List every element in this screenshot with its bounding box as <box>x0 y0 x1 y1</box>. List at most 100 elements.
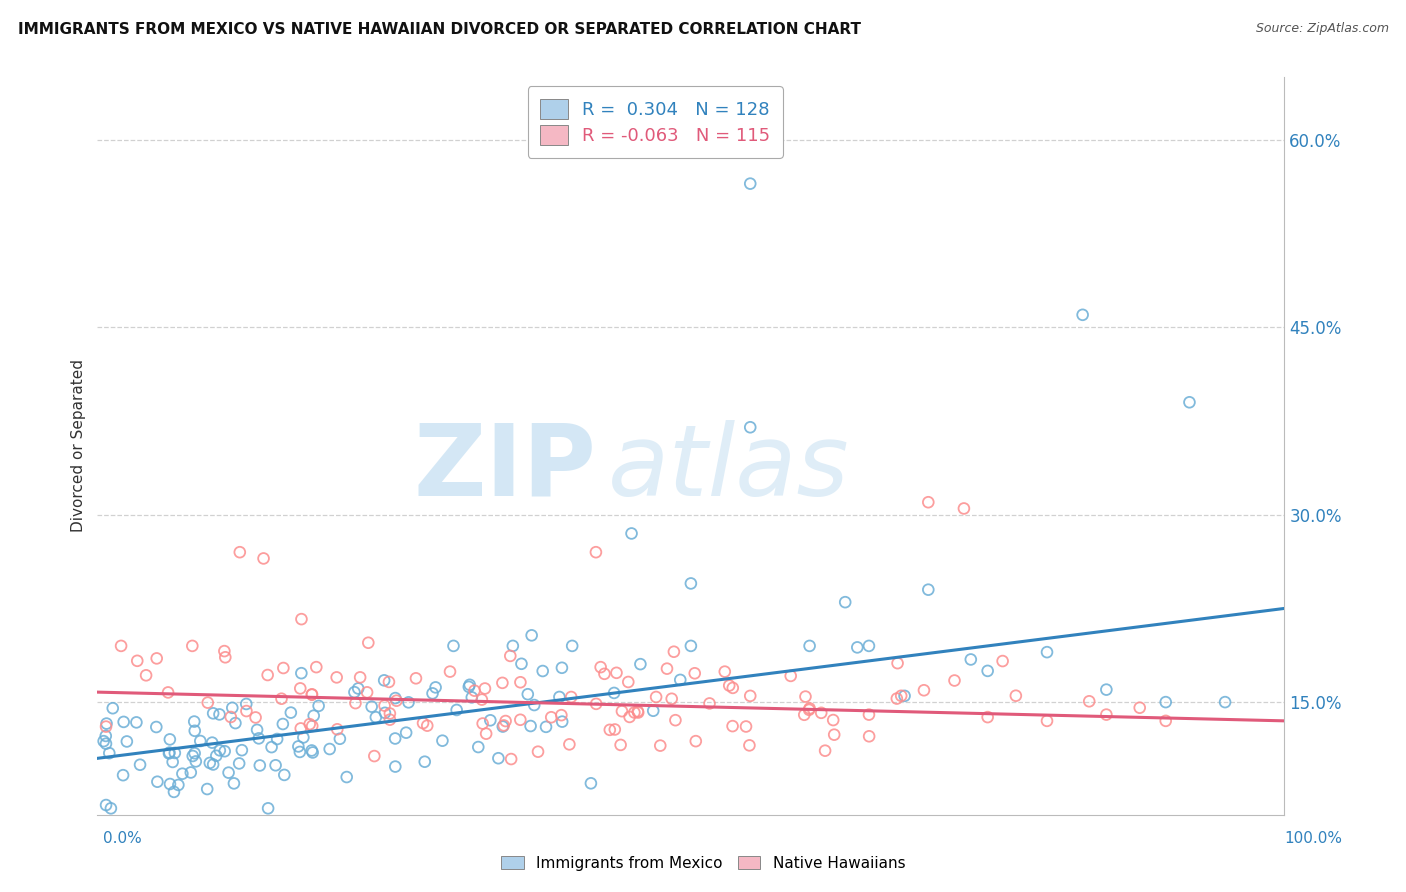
Point <box>628 657 651 672</box>
Point <box>893 689 915 703</box>
Point <box>159 746 181 760</box>
Point <box>735 719 758 733</box>
Point <box>486 751 509 765</box>
Point <box>129 757 152 772</box>
Point <box>446 703 468 717</box>
Point <box>302 708 325 723</box>
Point <box>858 729 880 743</box>
Point <box>405 671 427 685</box>
Point <box>94 737 117 751</box>
Point <box>779 669 801 683</box>
Point <box>1178 395 1201 409</box>
Point <box>683 666 706 681</box>
Point <box>620 526 643 541</box>
Point <box>356 685 378 699</box>
Point <box>260 740 283 755</box>
Point <box>256 668 278 682</box>
Point <box>519 719 541 733</box>
Point <box>551 661 574 675</box>
Point <box>457 680 479 694</box>
Point <box>679 576 702 591</box>
Point <box>550 708 572 723</box>
Point <box>247 731 270 746</box>
Point <box>585 697 607 711</box>
Point <box>290 666 312 681</box>
Point <box>603 686 626 700</box>
Point <box>534 720 557 734</box>
Point <box>208 707 231 722</box>
Point <box>98 746 121 760</box>
Point <box>183 714 205 729</box>
Point <box>609 738 631 752</box>
Point <box>953 501 976 516</box>
Point <box>605 665 627 680</box>
Point <box>145 720 167 734</box>
Point <box>94 798 117 813</box>
Point <box>245 710 267 724</box>
Point <box>167 778 190 792</box>
Point <box>1095 707 1118 722</box>
Point <box>301 719 323 733</box>
Point <box>374 706 396 720</box>
Point <box>214 644 236 658</box>
Point <box>94 729 117 743</box>
Point <box>501 752 523 766</box>
Point <box>112 714 135 729</box>
Point <box>623 706 645 720</box>
Point <box>509 713 531 727</box>
Point <box>834 595 856 609</box>
Point <box>721 719 744 733</box>
Text: ZIP: ZIP <box>413 419 596 516</box>
Point <box>610 704 633 718</box>
Point <box>172 766 194 780</box>
Point <box>214 650 236 665</box>
Point <box>273 768 295 782</box>
Text: 0.0%: 0.0% <box>103 831 142 846</box>
Point <box>619 710 641 724</box>
Point <box>463 683 485 698</box>
Point <box>378 674 401 689</box>
Point <box>1213 695 1236 709</box>
Point <box>502 639 524 653</box>
Legend: Immigrants from Mexico, Native Hawaiians: Immigrants from Mexico, Native Hawaiians <box>496 851 910 875</box>
Point <box>146 774 169 789</box>
Point <box>184 723 207 738</box>
Point <box>627 705 650 719</box>
Point <box>305 660 328 674</box>
Point <box>558 737 581 751</box>
Point <box>181 639 204 653</box>
Text: 100.0%: 100.0% <box>1285 831 1343 846</box>
Point <box>499 648 522 663</box>
Point <box>662 645 685 659</box>
Point <box>290 681 312 696</box>
Point <box>384 731 406 746</box>
Point <box>475 727 498 741</box>
Point <box>249 758 271 772</box>
Point <box>197 696 219 710</box>
Point <box>886 656 908 670</box>
Point <box>208 743 231 757</box>
Point <box>718 679 741 693</box>
Point <box>579 776 602 790</box>
Point <box>976 710 998 724</box>
Point <box>298 717 321 731</box>
Point <box>617 675 640 690</box>
Point <box>793 707 815 722</box>
Point <box>270 691 292 706</box>
Point <box>363 749 385 764</box>
Point <box>740 689 762 703</box>
Point <box>943 673 966 688</box>
Point <box>231 743 253 757</box>
Point <box>560 690 582 704</box>
Point <box>195 782 218 797</box>
Point <box>561 639 583 653</box>
Point <box>794 690 817 704</box>
Point <box>551 714 574 729</box>
Text: IMMIGRANTS FROM MEXICO VS NATIVE HAWAIIAN DIVORCED OR SEPARATED CORRELATION CHAR: IMMIGRANTS FROM MEXICO VS NATIVE HAWAIIA… <box>18 22 862 37</box>
Point <box>252 551 274 566</box>
Point <box>398 695 420 709</box>
Point <box>520 628 543 642</box>
Point <box>976 664 998 678</box>
Point <box>115 734 138 748</box>
Point <box>917 495 939 509</box>
